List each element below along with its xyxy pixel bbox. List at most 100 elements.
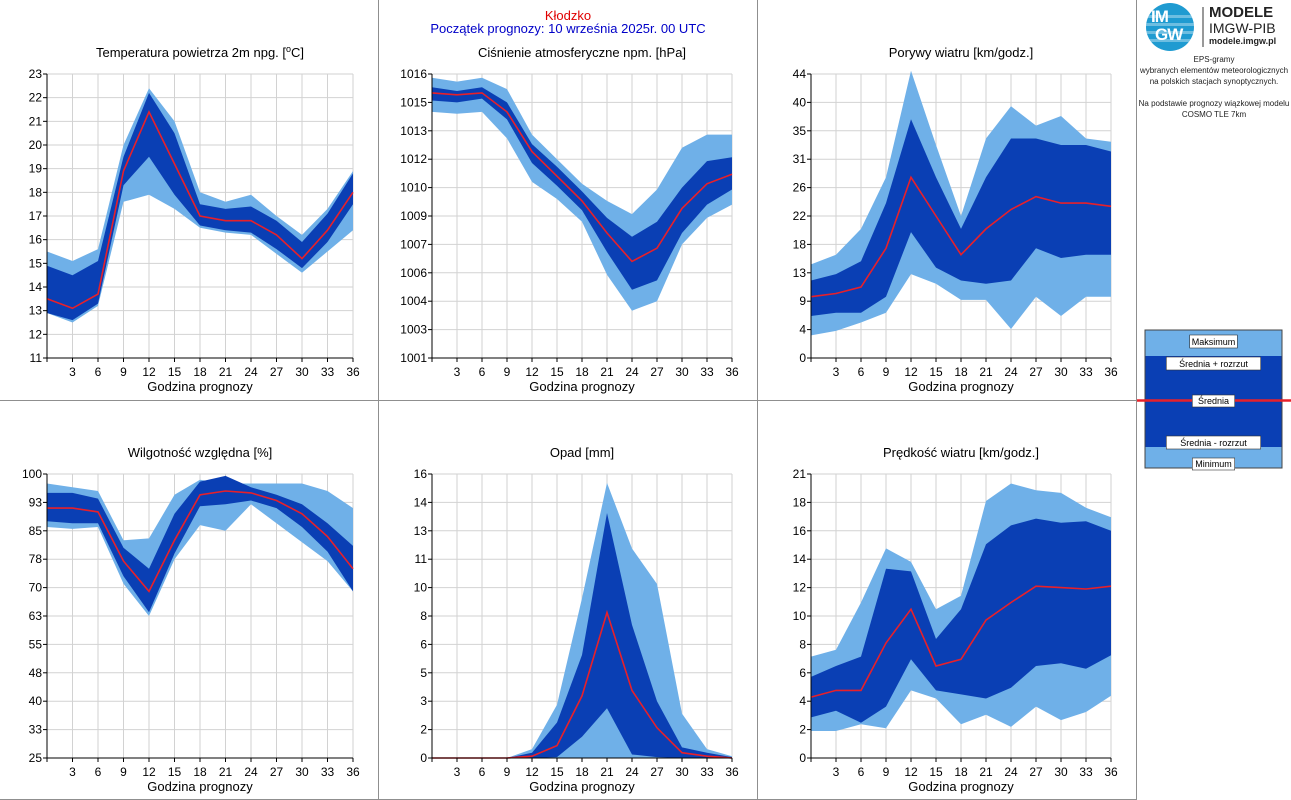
chart-title: Porywy wiatru [km/godz.] <box>889 45 1034 60</box>
x-tick-label: 33 <box>321 365 335 379</box>
x-axis-label: Godzina prognozy <box>908 379 1014 394</box>
y-tick-label: 21 <box>29 114 43 128</box>
y-tick-label: 100 <box>22 467 42 481</box>
y-tick-label: 48 <box>29 666 43 680</box>
y-tick-label: 3 <box>420 694 427 708</box>
x-tick-label: 15 <box>929 765 943 779</box>
y-tick-label: 13 <box>29 304 43 318</box>
x-tick-label: 36 <box>1104 765 1118 779</box>
y-tick-label: 11 <box>415 552 428 566</box>
y-tick-label: 22 <box>29 91 43 105</box>
y-tick-label: 18 <box>29 185 43 199</box>
y-tick-label: 12 <box>793 581 807 595</box>
mean-line <box>47 490 354 593</box>
description-line: Na podstawie prognozy wiązkowej modelu <box>1138 99 1290 108</box>
logo-circle-bottom: GW <box>1155 25 1183 44</box>
x-tick-label: 27 <box>1029 765 1043 779</box>
y-tick-label: 0 <box>799 351 806 365</box>
x-tick-label: 30 <box>295 365 309 379</box>
x-tick-label: 15 <box>168 765 182 779</box>
legend-label-mean-minus: Średnia - rozrzut <box>1180 437 1247 448</box>
y-tick-label: 23 <box>29 67 43 81</box>
y-tick-label: 14 <box>793 552 807 566</box>
x-tick-label: 18 <box>954 765 968 779</box>
y-tick-label: 9 <box>799 294 806 308</box>
x-tick-label: 12 <box>525 765 539 779</box>
y-tick-label: 93 <box>29 495 43 509</box>
x-tick-label: 27 <box>650 765 664 779</box>
x-tick-label: 3 <box>833 365 840 379</box>
x-tick-label: 9 <box>883 365 890 379</box>
x-tick-label: 27 <box>270 365 284 379</box>
y-tick-label: 33 <box>29 723 43 737</box>
x-tick-label: 30 <box>675 765 689 779</box>
x-tick-label: 9 <box>504 365 511 379</box>
y-tick-label: 4 <box>799 694 806 708</box>
y-tick-label: 10 <box>414 581 428 595</box>
mean-line <box>46 109 354 310</box>
y-tick-label: 16 <box>29 233 43 247</box>
x-tick-label: 12 <box>904 365 918 379</box>
mean-line <box>810 175 1112 298</box>
y-tick-label: 15 <box>29 256 43 270</box>
x-tick-label: 33 <box>1079 765 1093 779</box>
x-tick-label: 21 <box>979 365 993 379</box>
x-tick-label: 24 <box>625 365 639 379</box>
x-tick-label: 3 <box>454 365 461 379</box>
x-tick-label: 21 <box>600 765 614 779</box>
y-tick-label: 1016 <box>400 67 427 81</box>
band-min-max <box>47 479 353 616</box>
chart-title: Prędkość wiatru [km/godz.] <box>883 445 1039 460</box>
x-axis-label: Godzina prognozy <box>529 379 635 394</box>
x-tick-label: 3 <box>69 765 76 779</box>
x-tick-label: 30 <box>675 365 689 379</box>
y-tick-label: 1010 <box>400 181 427 195</box>
y-tick-label: 17 <box>29 209 43 223</box>
legend-label-mean-plus-box <box>1166 356 1262 371</box>
y-tick-label: 1007 <box>400 237 427 251</box>
description-line: wybranych elementów meteorologicznych <box>1139 66 1289 75</box>
x-tick-label: 36 <box>1104 365 1118 379</box>
chart-temperature: Temperatura powietrza 2m npg. [oC] 11 12 13… <box>29 44 360 394</box>
y-tick-label: 55 <box>29 637 43 651</box>
mean-line <box>810 585 1112 698</box>
y-tick-label: 16 <box>414 467 428 481</box>
x-tick-label: 27 <box>270 765 284 779</box>
y-tick-label: 0 <box>799 751 806 765</box>
y-tick-label: 12 <box>29 327 43 341</box>
chart-humidity: Wilgotność względna [%]25334048556370788… <box>22 445 360 794</box>
chart-title: Temperatura powietrza 2m npg. [oC] <box>96 44 304 60</box>
logo-url[interactable]: modele.imgw.pl <box>1209 36 1277 46</box>
mean-line <box>431 92 733 263</box>
x-tick-label: 36 <box>725 365 739 379</box>
x-tick-label: 18 <box>575 765 589 779</box>
x-tick-label: 33 <box>700 365 714 379</box>
logo-circle-top: IM <box>1151 7 1169 26</box>
y-tick-label: 31 <box>793 152 807 166</box>
x-tick-label: 27 <box>1029 365 1043 379</box>
x-tick-label: 9 <box>120 765 127 779</box>
y-tick-label: 26 <box>793 181 807 195</box>
chart-wind-speed: Prędkość wiatru [km/godz.]02468101214161… <box>793 445 1118 794</box>
x-tick-label: 30 <box>1054 365 1068 379</box>
y-tick-label: 1013 <box>400 124 427 138</box>
x-tick-label: 3 <box>833 765 840 779</box>
x-tick-label: 12 <box>525 365 539 379</box>
y-tick-label: 13 <box>414 524 428 538</box>
legend-label-mean-box <box>1192 394 1236 408</box>
forecast-start: Początek prognozy: 10 września 2025r. 00… <box>430 21 706 36</box>
x-tick-label: 33 <box>700 765 714 779</box>
chart-title: Wilgotność względna [%] <box>128 445 273 460</box>
y-tick-label: 10 <box>793 609 807 623</box>
description-line: EPS-gramy <box>1193 55 1235 64</box>
y-tick-label: 0 <box>420 751 427 765</box>
x-tick-label: 36 <box>346 765 360 779</box>
x-tick-label: 3 <box>69 365 76 379</box>
y-tick-label: 2 <box>799 723 806 737</box>
y-tick-label: 8 <box>420 609 427 623</box>
y-tick-label: 19 <box>29 162 43 176</box>
x-tick-label: 21 <box>219 765 233 779</box>
imgw-logo[interactable]: IM GW MODELE IMGW-PIB modele.imgw.pl <box>1146 3 1288 51</box>
band-mean-spread <box>47 92 353 321</box>
